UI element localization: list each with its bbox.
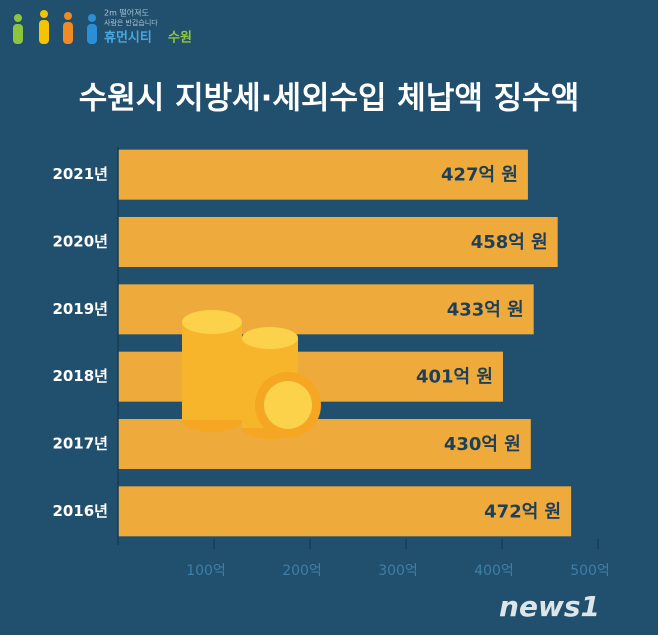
- y-tick-label: 2018년: [52, 367, 108, 385]
- bar: [118, 419, 531, 469]
- value-label: 427억 원: [441, 165, 518, 186]
- logo-figure: [87, 24, 97, 44]
- bar: [118, 486, 572, 537]
- x-tick-label: 500억: [570, 563, 610, 579]
- value-label: 472억 원: [484, 501, 561, 522]
- y-tick-label: 2016년: [52, 502, 108, 520]
- logo-figure: [40, 10, 48, 18]
- chart-title: 수원시 지방세·세외수입 체납액 징수액: [79, 81, 579, 117]
- value-label: 433억 원: [447, 299, 524, 320]
- logo-figure: [88, 14, 96, 22]
- coin-stack: [182, 322, 242, 420]
- bar: [118, 149, 528, 200]
- watermark: news1: [499, 590, 600, 623]
- coin: [264, 381, 312, 429]
- coin: [182, 310, 242, 334]
- y-tick-label: 2019년: [52, 300, 108, 318]
- logo-figure: [39, 20, 49, 44]
- bar: [118, 217, 558, 267]
- y-tick-label: 2021년: [52, 165, 108, 183]
- y-tick-label: 2020년: [52, 233, 108, 251]
- x-tick-label: 100억: [186, 563, 226, 579]
- value-label: 458억 원: [471, 232, 548, 253]
- logo: 2m 떨어져도 사람은 반갑습니다 휴먼시티 수원: [13, 8, 192, 46]
- logo-text: 2m 떨어져도: [104, 8, 149, 18]
- x-tick-label: 300억: [378, 563, 418, 579]
- logo-figure: [63, 22, 73, 44]
- logo-figure: [13, 24, 23, 44]
- x-tick-label: 400억: [474, 563, 514, 579]
- plot: 2021년 427억 원 2020년 458억 원 2019년 433억 원 2018년 40…: [52, 147, 610, 579]
- x-tick-label: 200억: [282, 563, 322, 579]
- coin: [242, 327, 298, 349]
- logo-city: 수원: [168, 31, 192, 46]
- value-label: 430억 원: [444, 434, 521, 455]
- logo-figure: [64, 12, 72, 20]
- coins: [182, 310, 321, 439]
- y-tick-label: 2017년: [52, 435, 108, 453]
- value-label: 401억 원: [416, 367, 493, 388]
- logo-figure: [14, 14, 22, 22]
- logo-text: 사람은 반갑습니다: [104, 18, 158, 27]
- logo-name: 휴먼시티: [104, 30, 152, 46]
